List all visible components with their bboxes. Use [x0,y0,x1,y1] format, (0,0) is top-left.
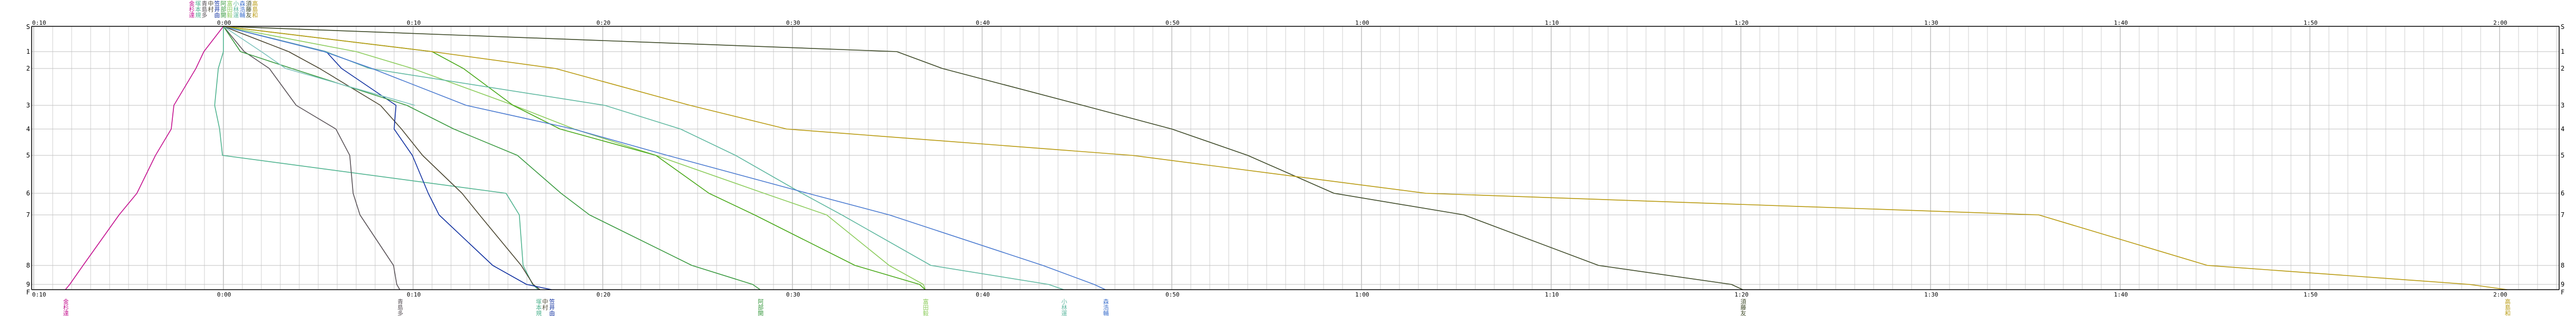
finish-runner-label: 笠井由 [548,299,555,316]
control-label-right: S [2561,23,2564,31]
time-tick-label-top: 0:40 [976,19,990,26]
start-runner-label: 阿部開 [220,1,227,18]
time-tick-label-bottom: 0:50 [1165,291,1180,298]
series-line [223,26,1106,290]
control-label-left: S [26,23,30,31]
finish-runner-label: 高島和 [2504,299,2511,316]
time-tick-label-bottom: 1:20 [1735,291,1749,298]
series-line [223,26,400,290]
time-tick-label-top: 0:00 [217,19,231,26]
series-line [223,26,926,290]
control-label-right: 3 [2561,102,2564,109]
time-tick-label-bottom: 0:00 [217,291,231,298]
time-tick-label-top: 1:50 [2304,19,2318,26]
control-label-right: 9 [2561,281,2564,288]
time-tick-label-top: 2:00 [2493,19,2508,26]
start-runner-label: 青島多 [201,1,208,18]
time-tick-label-bottom: 0:20 [596,291,611,298]
finish-runner-label: 小林運 [1060,299,1067,316]
series-line [223,26,926,290]
time-tick-label-top: 1:20 [1735,19,1749,26]
start-runner-label: 富田毅 [226,1,233,18]
control-label-right: 8 [2561,262,2564,269]
time-tick-label-top: 0:10 [407,19,421,26]
finish-runner-label: 塚本規 [535,299,542,316]
control-label-left: 1 [26,48,30,55]
time-tick-label-bottom: 0:40 [976,291,990,298]
control-label-right: F [2561,289,2564,296]
control-label-left: 6 [26,190,30,197]
series-line [223,26,2508,290]
control-label-right: 5 [2561,152,2564,159]
series-line [214,26,539,290]
control-label-left: 3 [26,102,30,109]
finish-runner-label: 青島多 [396,299,404,316]
time-tick-label-top: 1:30 [1924,19,1938,26]
series-lines [65,26,2508,290]
time-tick-label-top: 0:20 [596,19,611,26]
control-label-right: 6 [2561,190,2564,197]
control-label-right: 4 [2561,125,2564,133]
time-tick-label-bottom: 0:30 [786,291,800,298]
start-runner-label: 中村 [207,1,214,12]
series-line [223,26,761,290]
control-label-left: F [26,289,30,296]
control-label-left: 9 [26,281,30,288]
time-tick-label-bottom: 0:10 [407,291,421,298]
control-label-left: 7 [26,211,30,219]
finish-runner-label: 富田毅 [922,299,929,316]
start-runner-label: 小林運 [232,1,239,18]
finish-runner-label: 金杉達 [62,299,70,316]
start-runner-label: 金杉達 [188,1,195,18]
time-tick-label-bottom: 1:40 [2114,291,2128,298]
finish-runner-label: 阿部開 [757,299,764,316]
series-line [223,26,552,290]
start-runner-label: 笠井由 [213,1,220,18]
control-label-left: 2 [26,65,30,72]
finish-runner-label: 森浩輔 [1102,299,1109,316]
time-tick-label-top: 1:40 [2114,19,2128,26]
control-label-left: 5 [26,152,30,159]
start-runner-label: 森浩輔 [239,1,246,18]
start-runner-label: 塚本規 [194,1,201,18]
time-tick-label-top: 0:50 [1165,19,1180,26]
control-label-right: 1 [2561,48,2564,55]
control-label-left: 8 [26,262,30,269]
axis-labels: 0:10 0:10 0:00 0:00 0:10 0:10 0:20 0:20 0:30 0:30… [26,19,2564,298]
time-tick-label-top: 0:30 [786,19,800,26]
control-label-right: 7 [2561,211,2564,219]
time-tick-label-bottom: 1:00 [1355,291,1369,298]
time-tick-label-bottom: 1:10 [1545,291,1559,298]
time-tick-label-bottom: 1:30 [1924,291,1938,298]
series-line [223,26,1064,290]
time-tick-label-top: 1:10 [1545,19,1559,26]
plot-frame [31,26,2560,290]
time-tick-label-bottom: 2:00 [2493,291,2508,298]
finish-runner-label: 中村 [541,299,548,310]
series-line [223,26,541,290]
grid [32,26,2559,290]
start-runner-label: 須藤友 [245,1,252,18]
start-runner-label: 高島和 [251,1,258,18]
time-tick-label-bottom: 1:50 [2304,291,2318,298]
series-line [223,26,415,106]
time-tick-label-top: 0:10 [32,19,46,26]
control-label-left: 4 [26,125,30,133]
finish-runner-label: 須藤友 [1739,299,1747,316]
series-line [65,26,224,290]
control-label-right: 2 [2561,65,2564,72]
series-line [223,26,1743,290]
time-tick-label-bottom: 0:10 [32,291,46,298]
time-tick-label-top: 1:00 [1355,19,1369,26]
